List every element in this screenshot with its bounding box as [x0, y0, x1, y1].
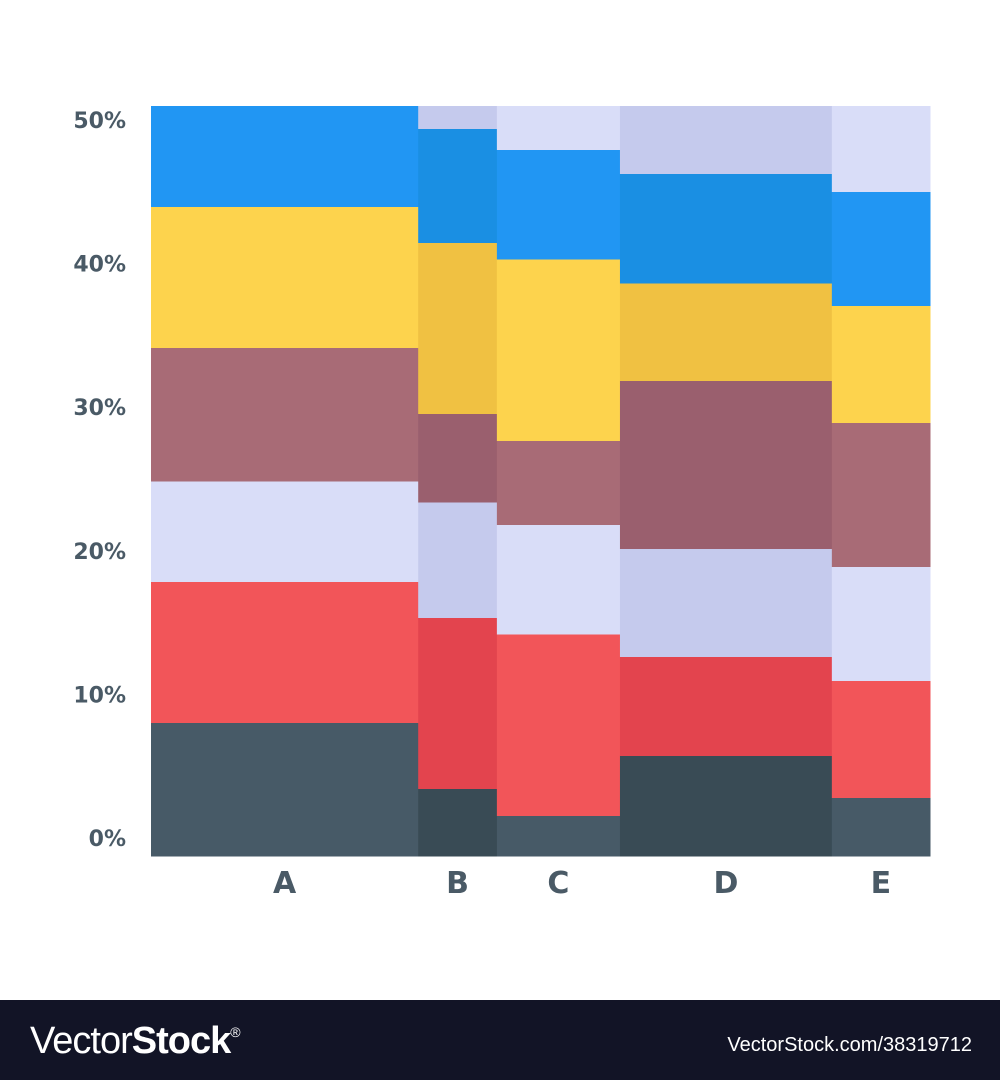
- y-tick-label: 10%: [73, 683, 126, 708]
- y-axis: 0% 10% 20% 30% 40% 50%: [73, 109, 126, 852]
- segment-B-1: [418, 788, 498, 857]
- x-tick-label: C: [547, 866, 569, 901]
- segment-C-3: [496, 524, 621, 635]
- segment-B-5: [418, 242, 498, 414]
- segment-B-3: [418, 502, 498, 618]
- x-tick-label: D: [713, 866, 738, 901]
- segment-D-1: [619, 755, 833, 857]
- segment-E-3: [831, 566, 931, 681]
- x-axis: A B C D E: [273, 866, 891, 901]
- y-tick-label: 20%: [73, 540, 126, 565]
- segment-A-5: [151, 206, 419, 348]
- segment-D-2: [619, 656, 833, 756]
- segment-E-1: [831, 797, 931, 857]
- logo-text-bold: Stock: [131, 1020, 231, 1062]
- segment-B-6: [418, 128, 498, 243]
- segment-D-4: [619, 380, 833, 549]
- y-tick-label: 30%: [73, 396, 126, 421]
- segment-A-6: [151, 106, 419, 207]
- segment-C-1: [496, 815, 621, 857]
- segment-D-6: [619, 173, 833, 284]
- y-tick-label: 0%: [89, 827, 126, 852]
- x-tick-label: B: [446, 866, 469, 901]
- x-tick-label: E: [871, 866, 892, 901]
- segment-B-4: [418, 413, 498, 503]
- segment-E-6: [831, 191, 931, 306]
- plot-area: [151, 106, 931, 857]
- watermark-bar: VectorStock® VectorStock.com/38319712: [0, 1000, 1000, 1080]
- segment-A-2: [151, 581, 419, 723]
- segment-C-2: [496, 634, 621, 816]
- segment-C-7: [496, 106, 621, 150]
- segment-E-4: [831, 422, 931, 567]
- segment-C-6: [496, 149, 621, 260]
- segment-C-4: [496, 440, 621, 525]
- segment-A-4: [151, 347, 419, 482]
- segment-A-1: [151, 722, 419, 857]
- marimekko-chart: 0% 10% 20% 30% 40% 50% A B C D E: [73, 106, 931, 901]
- segment-E-2: [831, 680, 931, 798]
- segment-D-7: [619, 106, 833, 174]
- y-tick-label: 40%: [73, 253, 126, 278]
- registered-mark: ®: [230, 1024, 240, 1040]
- logo-text-light: Vector: [30, 1020, 133, 1062]
- y-tick-label: 50%: [73, 109, 126, 134]
- segment-E-7: [831, 106, 931, 192]
- segment-A-3: [151, 481, 419, 582]
- watermark-id: VectorStock.com/38319712: [727, 1034, 972, 1056]
- segment-B-2: [418, 617, 498, 789]
- segment-D-3: [619, 548, 833, 657]
- segment-C-5: [496, 259, 621, 441]
- segment-D-5: [619, 283, 833, 381]
- segment-E-5: [831, 305, 931, 423]
- segment-B-7: [418, 106, 498, 129]
- x-tick-label: A: [273, 866, 297, 901]
- watermark-logo: VectorStock®: [30, 1020, 241, 1063]
